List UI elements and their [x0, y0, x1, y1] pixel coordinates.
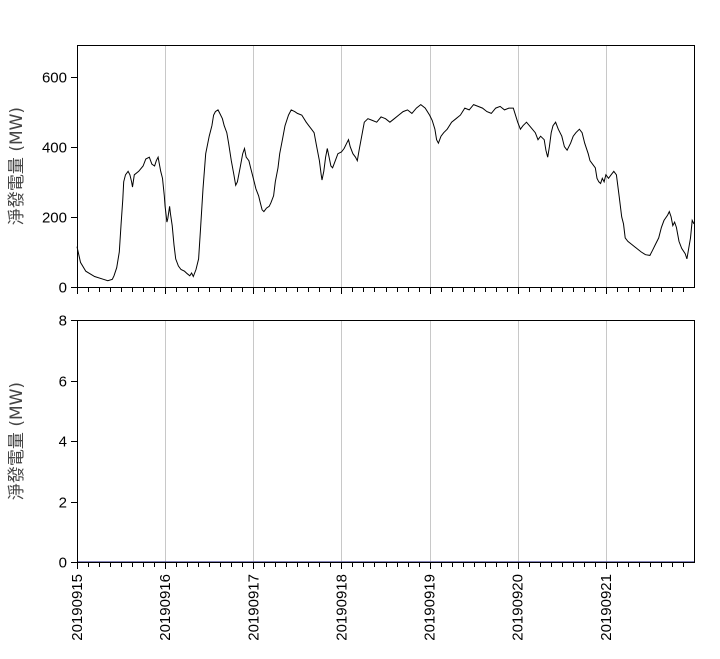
y-axis-label: 淨發電量 (MW): [7, 382, 27, 500]
x-tick-label: 20190917: [245, 574, 262, 641]
y-tick-label: 0: [59, 555, 67, 572]
y-tick-label: 8: [59, 313, 67, 330]
x-tick-label: 20190919: [422, 574, 439, 641]
x-tick-label: 20190918: [333, 574, 350, 641]
plot-panel-2: 0 2 4 6 8 淨發電量 (MW) 20190915 20190916 20190917 20…: [7, 313, 695, 641]
y-tick-label: 400: [42, 140, 67, 157]
x-tick-label: 20190921: [598, 574, 615, 641]
plot-frame: [77, 45, 695, 288]
y-tick-label: 600: [42, 70, 67, 87]
y-tick-label: 4: [59, 434, 67, 451]
y-tick-label: 6: [59, 374, 67, 391]
y-tick-label: 200: [42, 210, 67, 227]
y-tick-label: 0: [59, 280, 67, 297]
plot-frame: [77, 320, 695, 563]
x-tick-label: 20190920: [510, 574, 527, 641]
series-line-1: [76, 103, 695, 282]
x-tick-label: 20190916: [157, 574, 174, 641]
plot-panel-1: 0 200 400 600 淨發電量 (MW): [7, 45, 695, 297]
x-tick-label: 20190915: [69, 574, 86, 641]
y-axis-label: 淨發電量 (MW): [7, 107, 27, 225]
y-tick-label: 2: [59, 495, 67, 512]
